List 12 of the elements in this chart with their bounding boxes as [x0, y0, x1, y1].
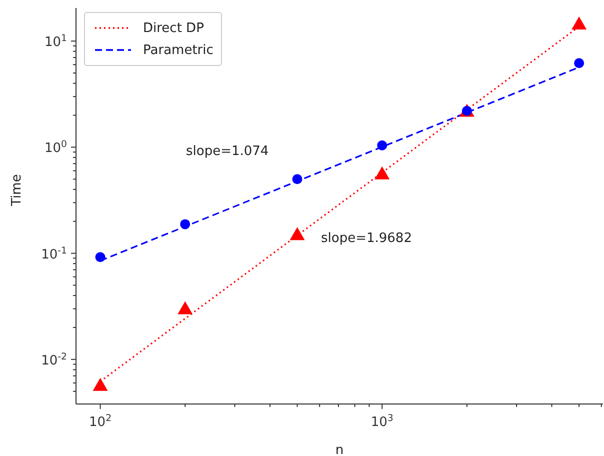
legend-label: Direct DP [143, 20, 204, 36]
y-tick-label: 10$^{1}$ [44, 32, 68, 50]
annotation: slope=1.9682 [321, 231, 412, 246]
x-tick-label: 10$^{2}$ [89, 412, 112, 430]
y-tick-label: 10$^{0}$ [44, 138, 68, 156]
y-tick-label: 10$^{-1}$ [41, 244, 68, 262]
legend-label: Parametric [143, 42, 214, 58]
y-tick-label: 10$^{-2}$ [41, 350, 68, 368]
x-axis-title: n [335, 443, 344, 456]
annotation: slope=1.074 [186, 144, 269, 159]
y-axis-title: Time [10, 174, 25, 207]
x-tick-label: 10$^{3}$ [370, 412, 394, 430]
